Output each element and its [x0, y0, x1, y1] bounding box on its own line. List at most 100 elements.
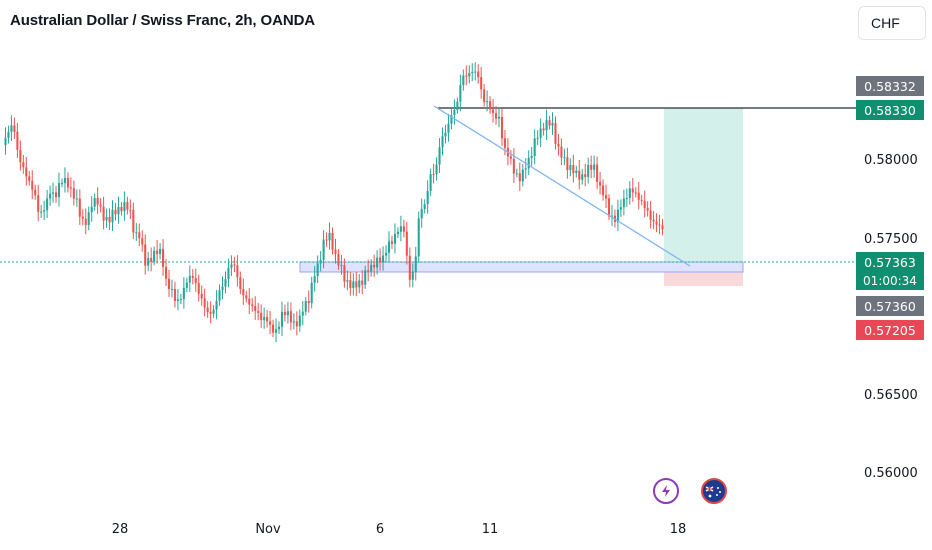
- price-tick: 0.58000: [864, 153, 918, 168]
- candle-body: [129, 209, 132, 211]
- candle-body: [509, 156, 512, 159]
- candle-body: [153, 250, 156, 262]
- candle-body: [358, 280, 361, 288]
- candle-body: [640, 199, 643, 201]
- candle-body: [135, 232, 138, 234]
- candle-body: [382, 255, 385, 263]
- target-zone[interactable]: [664, 108, 743, 262]
- candle-body: [384, 252, 388, 256]
- price-tick: 0.56000: [864, 466, 918, 481]
- candle-body: [584, 174, 587, 177]
- candle-body: [423, 204, 426, 210]
- candle-body: [563, 157, 566, 159]
- time-tick: 6: [375, 522, 385, 537]
- candle-body: [352, 281, 355, 289]
- candle-body: [117, 206, 120, 215]
- candle-body: [575, 170, 578, 174]
- currency-button[interactable]: CHF: [858, 6, 926, 40]
- candle-body: [248, 298, 251, 305]
- candle-body: [286, 311, 289, 316]
- candle-body: [465, 75, 468, 77]
- candle-body: [334, 249, 337, 254]
- candle-body: [295, 321, 298, 327]
- candle-body: [179, 299, 182, 301]
- candle-body: [548, 120, 551, 126]
- candle-body: [28, 176, 31, 181]
- candle-body: [19, 149, 22, 163]
- candle-body: [313, 276, 316, 283]
- price-tick: 0.56500: [864, 388, 918, 403]
- candle-body: [646, 208, 649, 211]
- candle-body: [652, 219, 655, 222]
- candle-body: [453, 109, 456, 116]
- candle-body: [150, 258, 153, 262]
- candle-body: [480, 77, 483, 90]
- candle-body: [349, 280, 352, 289]
- trendline[interactable]: [433, 105, 691, 267]
- candle-body: [176, 299, 179, 301]
- candle-body: [274, 329, 278, 333]
- time-tick: Nov: [255, 522, 281, 537]
- candle-body: [634, 192, 637, 194]
- candle-body: [114, 209, 117, 215]
- candle-body: [173, 288, 176, 301]
- candle-body: [233, 264, 236, 266]
- candle-body: [194, 278, 197, 284]
- candle-body: [637, 192, 640, 200]
- candle-body: [325, 239, 328, 241]
- chart-title: Australian Dollar / Swiss Franc, 2h, OAN…: [10, 12, 316, 29]
- candle-body: [40, 211, 43, 213]
- support-zone[interactable]: [299, 261, 744, 273]
- candle-body: [263, 317, 266, 321]
- candle-body: [215, 300, 218, 310]
- candle-body: [81, 216, 84, 219]
- candle-body: [364, 270, 367, 285]
- upper-price-tag: 0.58332: [856, 76, 924, 96]
- candle-body: [289, 311, 292, 323]
- candle-body: [450, 115, 453, 124]
- candle-body: [346, 280, 349, 282]
- stop-zone[interactable]: [664, 272, 743, 286]
- candle-body: [46, 198, 49, 211]
- stop-price-tag: 0.57205: [856, 320, 924, 340]
- candle-body: [43, 210, 46, 212]
- candle-body: [102, 206, 105, 221]
- candle-body: [245, 295, 248, 299]
- australia-flag-badge[interactable]: [701, 478, 727, 504]
- candle-body: [25, 167, 28, 177]
- candle-body: [182, 287, 185, 300]
- candle-body: [524, 168, 527, 170]
- candle-body: [361, 280, 364, 285]
- candle-body: [60, 183, 64, 185]
- candle-body: [566, 157, 569, 171]
- australia-flag-icon: [705, 482, 723, 500]
- candle-body: [658, 224, 661, 226]
- candle-body: [254, 305, 257, 312]
- candle-body: [251, 304, 254, 306]
- candle-body: [497, 116, 501, 119]
- candle-body: [462, 75, 465, 86]
- candle-body: [379, 257, 382, 263]
- candle-body: [572, 165, 575, 174]
- candle-body: [209, 312, 212, 314]
- candle-body: [78, 198, 81, 217]
- candle-body: [393, 234, 396, 244]
- candle-body: [515, 173, 518, 175]
- lightning-icon: [662, 485, 670, 497]
- candle-body: [206, 307, 209, 313]
- candle-body: [230, 264, 233, 268]
- candle-body: [322, 239, 325, 260]
- candle-body: [500, 116, 504, 139]
- candle-body: [619, 207, 622, 210]
- candle-body: [441, 136, 444, 148]
- candle-body: [159, 249, 162, 254]
- candle-body: [93, 197, 96, 207]
- candle-body: [227, 267, 230, 280]
- candle-body: [162, 249, 165, 267]
- candle-body: [545, 120, 548, 131]
- candle-body: [643, 200, 646, 209]
- lightning-badge[interactable]: [653, 478, 679, 504]
- candle-body: [123, 202, 126, 212]
- candle-body: [197, 283, 200, 294]
